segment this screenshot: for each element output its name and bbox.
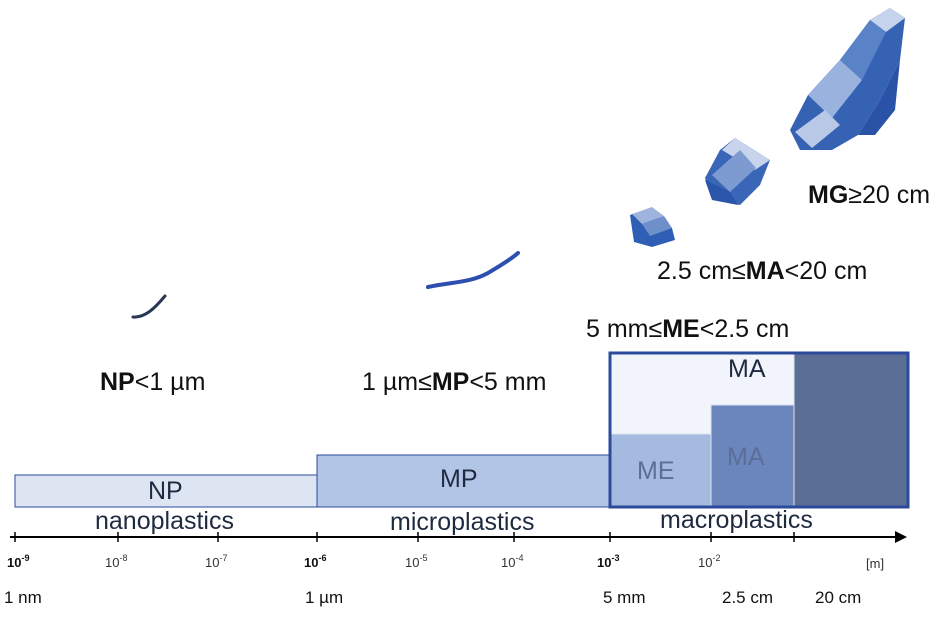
np-box [14,474,318,508]
size-label-2.5cm: 2.5 cm [722,588,774,607]
tick-label-1e-8: 10-8 [105,553,128,570]
np-box-name: nanoplastics [95,507,234,535]
mesoplastic-fragment-illustration [630,207,675,247]
size-label-5mm: 5 mm [603,588,646,607]
mg-box [793,353,909,508]
nanoplastic-fiber-illustration [131,294,167,319]
macroplastic-bottle-illustration [705,138,770,205]
tick-label-1e-2: 10-2 [698,553,721,570]
tick-label-1e-6: 10-6 [304,553,327,570]
macro-box-name: macroplastics [660,506,813,534]
tick-label-1e-3: 10-3 [597,553,620,570]
mp-box [316,454,611,508]
me-range-label: 5 mm≤ME<2.5 cm [586,315,790,343]
axis-unit-label: [m] [866,556,885,571]
size-label-1nm: 1 nm [4,588,42,607]
mg-box-label: MG [826,420,867,448]
macro-box-border [608,351,910,509]
size-label-1um: 1 µm [305,588,344,607]
np-range-label: NP<1 µm [100,368,206,396]
mp-box-abbr: MP [440,465,478,493]
mp-box-name: microplastics [390,508,535,536]
me-box-label: ME [637,457,675,485]
mg-range-label: MG≥20 cm [808,181,931,209]
me-box [609,433,712,508]
tick-label-1e-5: 10-5 [405,553,428,570]
size-label-20cm: 20 cm [815,588,862,607]
np-box-abbr: NP [148,477,183,505]
ma-top-label: MA [728,355,766,383]
ma-range-label: 2.5 cm≤MA<20 cm [657,257,868,285]
tick-label-1e-4: 10-4 [501,553,524,570]
megaplastic-bottle-illustration [790,8,905,150]
ma-box [710,404,795,508]
mp-range-label: 1 µm≤MP<5 mm [362,368,547,396]
tick-label-1e-9: 10-9 [7,553,30,570]
tick-label-1e-7: 10-7 [205,553,228,570]
axis-arrowhead [895,531,907,543]
microplastic-fiber-illustration [426,251,520,289]
axis-ticks [14,532,795,542]
ma-box-label: MA [727,443,765,471]
